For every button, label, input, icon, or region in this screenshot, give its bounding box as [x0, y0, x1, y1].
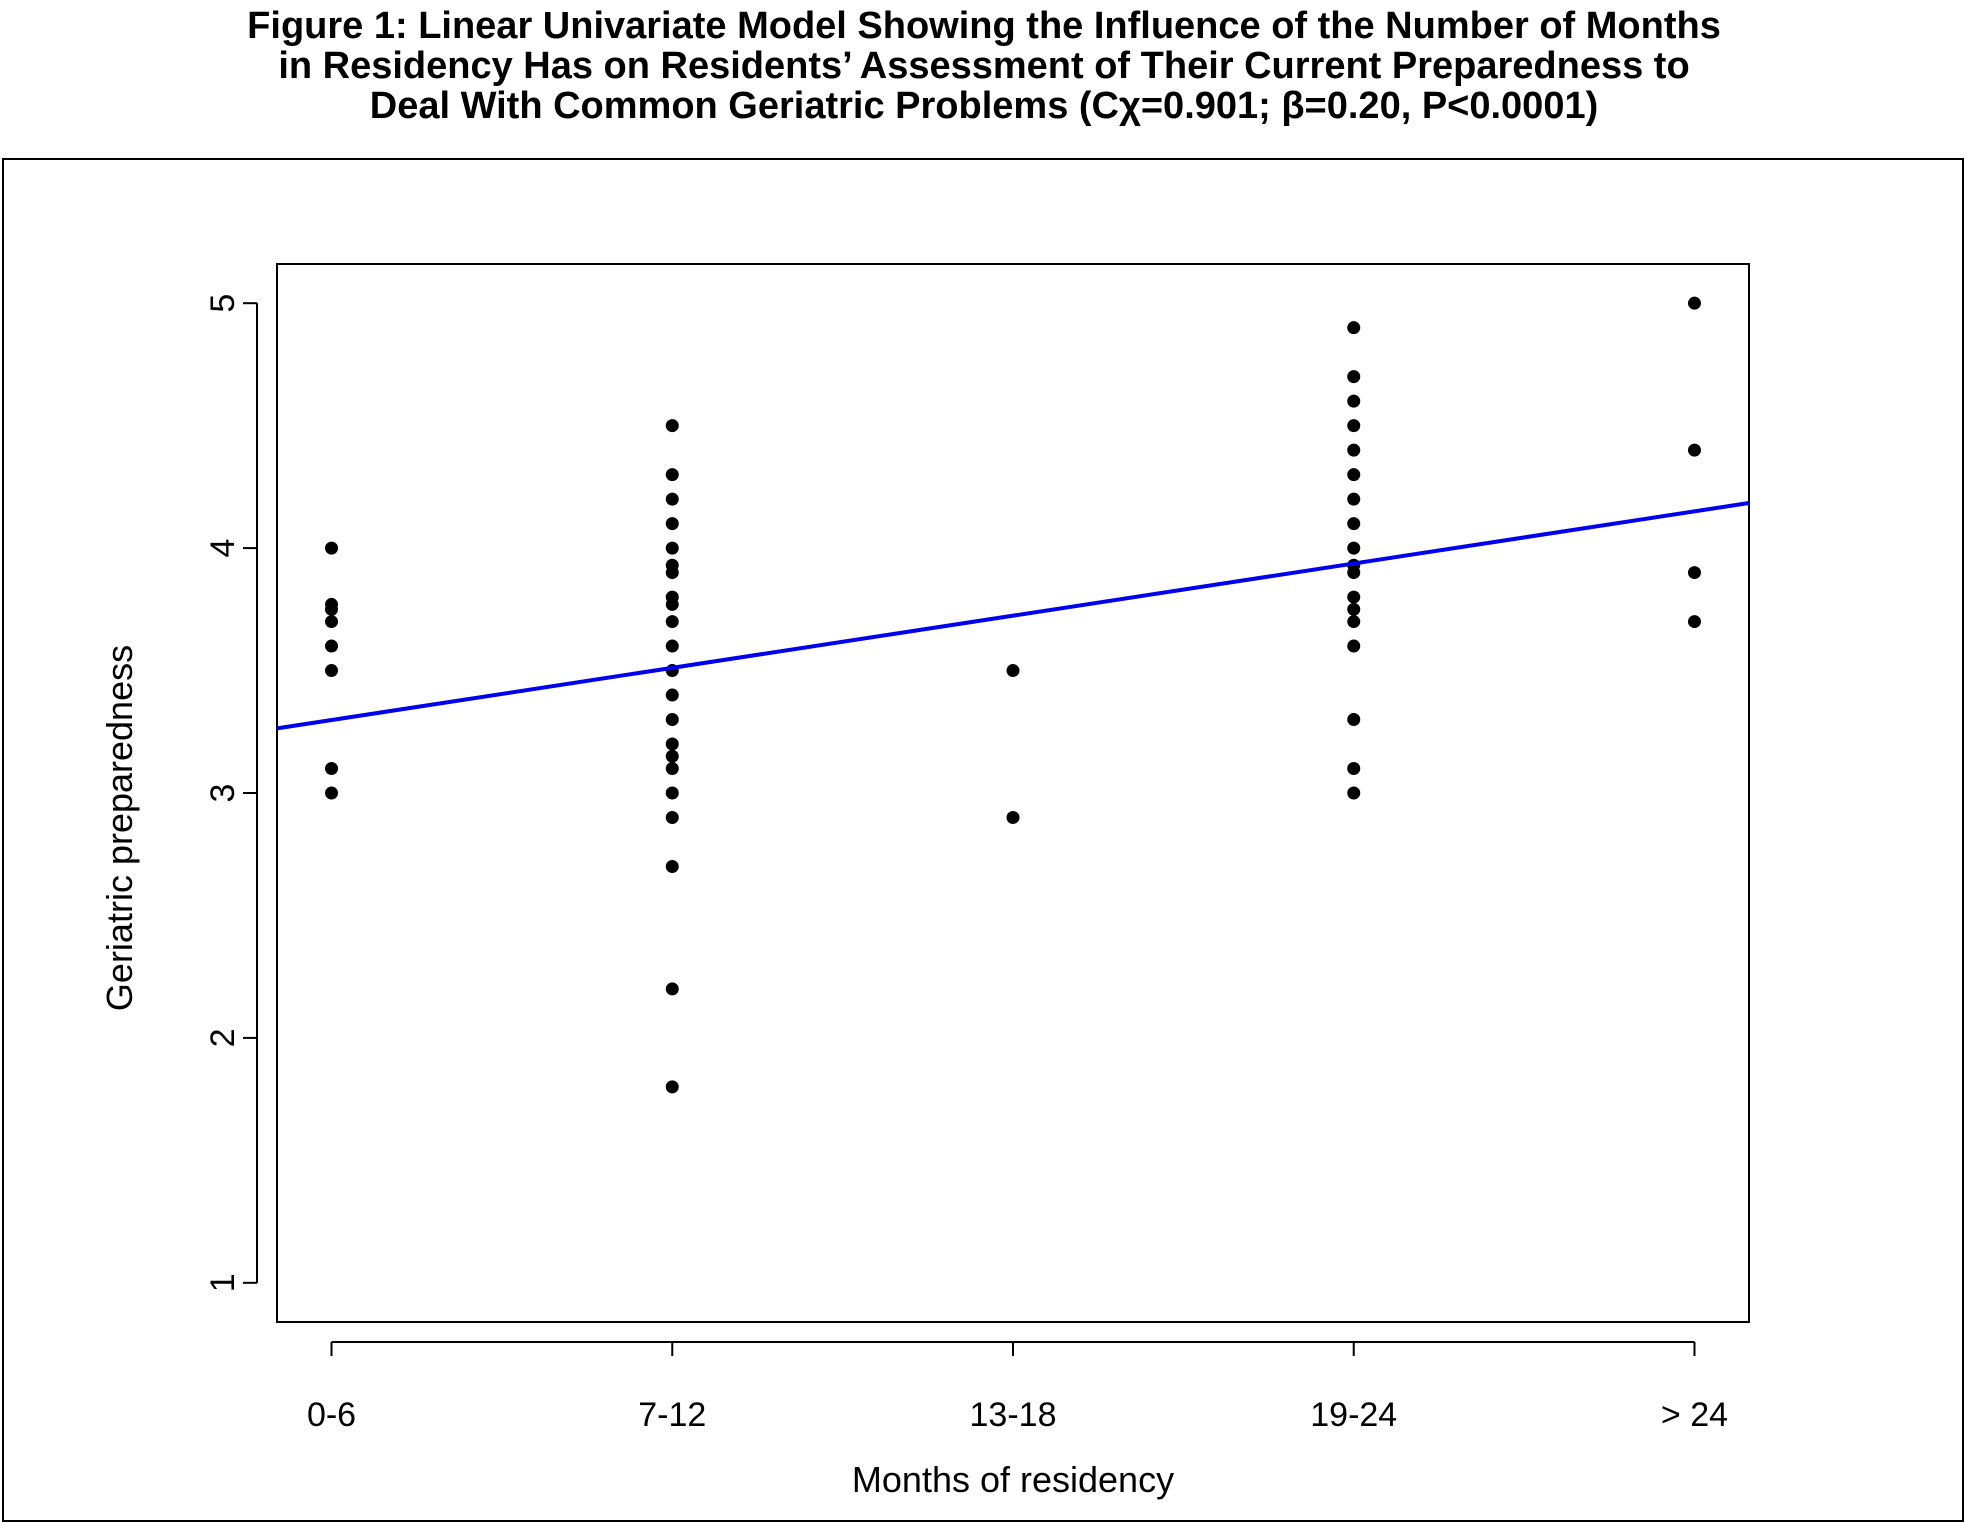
data-point	[665, 566, 679, 580]
x-tick-label: 0-6	[307, 1396, 356, 1434]
data-point	[1347, 566, 1361, 580]
data-point	[665, 492, 679, 506]
data-point	[665, 749, 679, 763]
y-tick-label: 5	[204, 294, 242, 313]
data-point	[325, 664, 339, 678]
data-point	[1347, 713, 1361, 727]
data-point	[665, 762, 679, 776]
data-point	[665, 982, 679, 996]
data-point	[665, 541, 679, 555]
y-axis-label: Geriatric preparedness	[99, 645, 140, 1011]
x-tick-label: 7-12	[638, 1396, 706, 1434]
data-point	[1347, 443, 1361, 457]
data-point	[1347, 762, 1361, 776]
data-point	[325, 541, 339, 555]
data-point	[665, 615, 679, 629]
data-point	[1347, 394, 1361, 408]
y-tick-label: 4	[204, 539, 242, 558]
data-point	[1006, 810, 1020, 824]
data-point	[665, 639, 679, 653]
data-point	[1687, 443, 1701, 457]
data-point	[1347, 321, 1361, 335]
data-point	[1687, 566, 1701, 580]
x-tick-label: 13-18	[970, 1396, 1057, 1434]
data-point	[1347, 615, 1361, 629]
data-point	[1347, 590, 1361, 604]
figure-title: Figure 1: Linear Univariate Model Showin…	[0, 6, 1968, 126]
data-point	[325, 639, 339, 653]
data-point	[1687, 615, 1701, 629]
x-axis: 0-6 7-12 13-18 19-24 > 24	[307, 1341, 1728, 1434]
figure-title-line-2: in Residency Has on Residents’ Assessmen…	[278, 45, 1690, 87]
data-point	[1347, 468, 1361, 482]
data-point	[665, 737, 679, 751]
data-point	[665, 859, 679, 873]
y-tick-label: 3	[204, 784, 242, 803]
data-point	[1347, 492, 1361, 506]
data-point	[1006, 664, 1020, 678]
figure-title-line-1: Figure 1: Linear Univariate Model Showin…	[247, 5, 1721, 47]
data-point	[1347, 639, 1361, 653]
figure-title-line-3: Deal With Common Geriatric Problems (Cχ=…	[369, 85, 1599, 127]
chart-frame	[2, 158, 1964, 1522]
data-point	[665, 713, 679, 727]
data-point	[665, 597, 679, 611]
x-tick-label: > 24	[1661, 1396, 1728, 1434]
data-point	[665, 786, 679, 800]
data-point	[325, 615, 339, 629]
data-point	[1347, 786, 1361, 800]
data-point	[1347, 602, 1361, 616]
data-point	[665, 688, 679, 702]
data-point	[1347, 370, 1361, 384]
y-tick-label: 2	[204, 1028, 242, 1047]
x-tick-label: 19-24	[1310, 1396, 1397, 1434]
data-point	[1347, 541, 1361, 555]
x-axis-label: Months of residency	[852, 1459, 1174, 1500]
data-point	[665, 468, 679, 482]
data-point	[325, 762, 339, 776]
y-tick-label: 1	[204, 1273, 242, 1292]
data-point	[1347, 517, 1361, 531]
data-point	[1347, 419, 1361, 433]
data-points	[325, 296, 1701, 1094]
y-axis: 1 2 3 4 5	[204, 294, 258, 1292]
regression-line	[276, 501, 1750, 731]
data-point	[325, 602, 339, 616]
data-point	[665, 419, 679, 433]
data-point	[665, 810, 679, 824]
data-point	[1687, 296, 1701, 310]
data-point	[325, 786, 339, 800]
plot-area-border	[276, 263, 1750, 1323]
data-point	[665, 517, 679, 531]
data-point	[665, 1080, 679, 1094]
